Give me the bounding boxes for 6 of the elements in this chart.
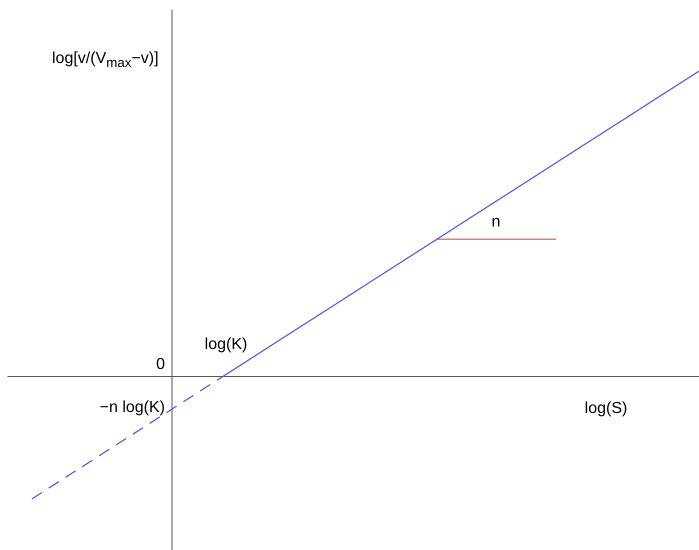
annotation: −n log(K) [100,399,165,416]
x-axis-title: log(S) [584,400,628,418]
annotation: 0 [156,356,166,374]
y-axis-title: log[v/(V$_{max}$−v)] [52,50,159,70]
annotation: n [492,214,500,231]
annotation: log(K) [204,336,248,354]
